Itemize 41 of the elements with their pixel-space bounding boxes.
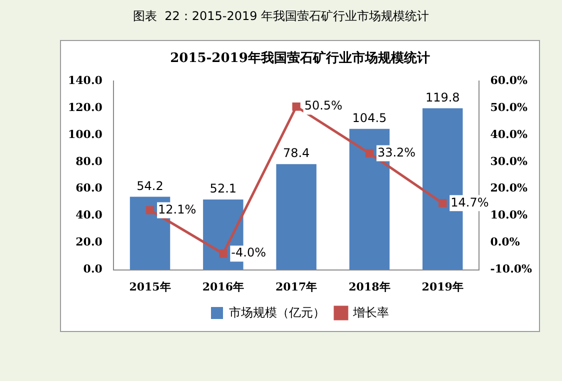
y-tick-label: 100.0 — [68, 128, 103, 141]
y-tick-label: 20.0 — [76, 236, 103, 249]
y2-tick-label: 50.0% — [490, 100, 528, 114]
y-tick-label: 80.0 — [76, 154, 103, 168]
y-tick-label: 40.0 — [76, 208, 103, 222]
x-tick-label: 2016年 — [202, 280, 244, 294]
data-label: 33.2% — [377, 145, 416, 160]
y2-tick-label: 40.0% — [490, 128, 528, 141]
y-tick-label: 120.0 — [68, 100, 103, 114]
y2-tick-label: 30.0% — [490, 154, 528, 168]
y2-tick-label: 20.0% — [490, 182, 528, 195]
bar — [276, 164, 316, 270]
x-tick-label: 2015年 — [129, 280, 171, 294]
data-label: 119.8 — [425, 90, 460, 104]
legend-label: 增长率 — [352, 305, 389, 320]
point — [146, 206, 154, 214]
y2-tick-label: -10.0% — [490, 262, 533, 276]
data-label: 50.5% — [304, 98, 342, 113]
data-label: 52.1 — [210, 182, 237, 196]
text: 图表 22：2015-2019 年我国萤石矿行业市场规模统计 — [132, 8, 430, 25]
x-tick-label: 2019年 — [422, 280, 464, 294]
y-tick-label: 0.0 — [83, 262, 103, 276]
y2-tick-label: 0.0% — [490, 236, 520, 249]
point — [365, 149, 374, 158]
x-tick-label: 2017年 — [276, 280, 318, 294]
data-label: 78.4 — [282, 146, 310, 160]
legend-label: 市场规模（亿元） — [229, 305, 325, 320]
y2-tick-label: 60.0% — [490, 74, 528, 87]
point — [438, 199, 447, 208]
data-label: -4.0% — [231, 246, 266, 260]
y2-tick-label: 10.0% — [490, 208, 528, 222]
point — [292, 102, 300, 111]
y-tick-label: 60.0 — [76, 182, 103, 195]
y-tick-label: 140.0 — [68, 74, 103, 87]
chart-title: 2015-2019年我国萤石矿行业市场规模统计 — [169, 50, 431, 67]
data-label: 14.7% — [450, 195, 489, 210]
data-label: 104.5 — [352, 111, 387, 125]
data-label: 12.1% — [158, 202, 196, 216]
data-label: 54.2 — [136, 178, 164, 193]
point — [219, 250, 228, 258]
x-tick-label: 2018年 — [348, 280, 390, 294]
